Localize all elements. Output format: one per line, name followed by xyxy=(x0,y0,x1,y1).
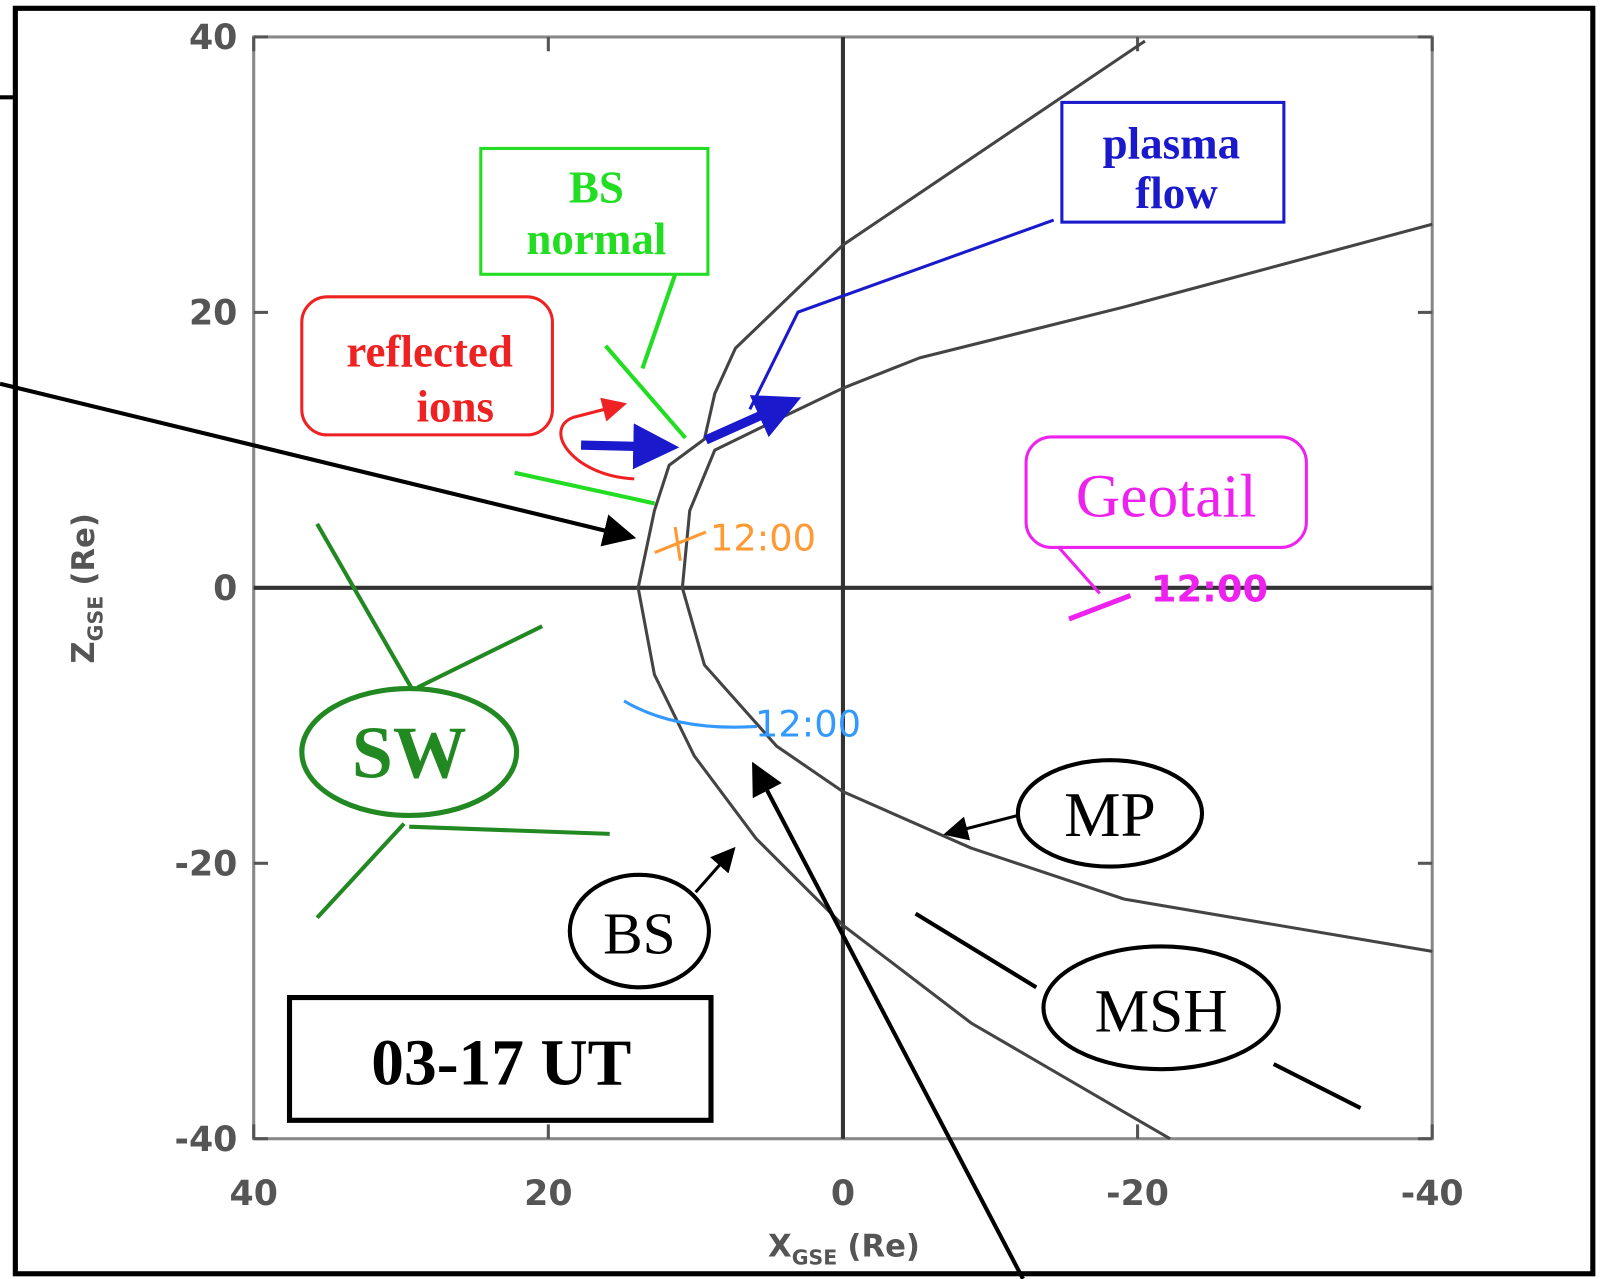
annotation: SW xyxy=(352,712,467,794)
annotation: 12:00 xyxy=(1151,568,1268,611)
y-label-main: Z xyxy=(67,641,102,663)
y-label-sub: GSE xyxy=(83,596,107,642)
y-tick-label: 0 xyxy=(213,569,237,609)
flow-arrow xyxy=(581,445,670,447)
mp-arrow xyxy=(946,815,1018,833)
annotation: Geotail xyxy=(1076,463,1257,531)
annotation: normal xyxy=(526,214,666,264)
annotation: 12:00 xyxy=(755,703,861,746)
curves xyxy=(638,41,1432,1139)
pointer xyxy=(754,765,1023,1279)
bs-arrow xyxy=(696,849,734,892)
x-tick-label: -20 xyxy=(1106,1174,1169,1214)
annotation: ions xyxy=(416,382,494,432)
msh-line xyxy=(916,914,1037,988)
y-tick-label: -20 xyxy=(175,845,238,885)
x-label-sub: GSE xyxy=(792,1246,838,1270)
y-label-unit: (Re) xyxy=(67,513,102,585)
x-label-unit: (Re) xyxy=(847,1229,920,1264)
flow-line xyxy=(750,220,1054,409)
x-tick-label: 40 xyxy=(230,1174,278,1214)
annotation: 12:00 xyxy=(710,516,816,559)
annotation: 03-17 UT xyxy=(371,1028,631,1100)
annotation: BS xyxy=(569,163,624,213)
y-axis-title: ZGSE (Re) xyxy=(67,513,107,663)
series-label: MP xyxy=(1064,779,1156,850)
annotation: flow xyxy=(1135,168,1218,218)
y-tick-label: -40 xyxy=(175,1120,238,1160)
x-label-main: X xyxy=(768,1229,792,1264)
y-tick-label: 40 xyxy=(189,18,237,58)
y-tick-label: 20 xyxy=(189,294,237,334)
geotail-orbit xyxy=(1069,596,1130,620)
series-label: BS xyxy=(603,901,676,967)
msh-line xyxy=(1274,1064,1361,1108)
x-tick-label: -40 xyxy=(1401,1174,1464,1214)
orbit-trace xyxy=(655,527,706,561)
x-tick-label: 20 xyxy=(524,1174,572,1214)
frame xyxy=(15,8,1592,1273)
annotation: plasma xyxy=(1103,119,1241,169)
x-tick-label: 0 xyxy=(831,1174,855,1214)
chart: 40200-20-4040200-20-40 XGSE(Re) ZGSE(Re)… xyxy=(0,0,1601,1279)
orbit-trace xyxy=(624,701,757,727)
x-axis-title: XGSE (Re) xyxy=(768,1229,920,1269)
annotation: MSH xyxy=(1095,977,1228,1045)
annotation: reflected xyxy=(346,326,513,376)
